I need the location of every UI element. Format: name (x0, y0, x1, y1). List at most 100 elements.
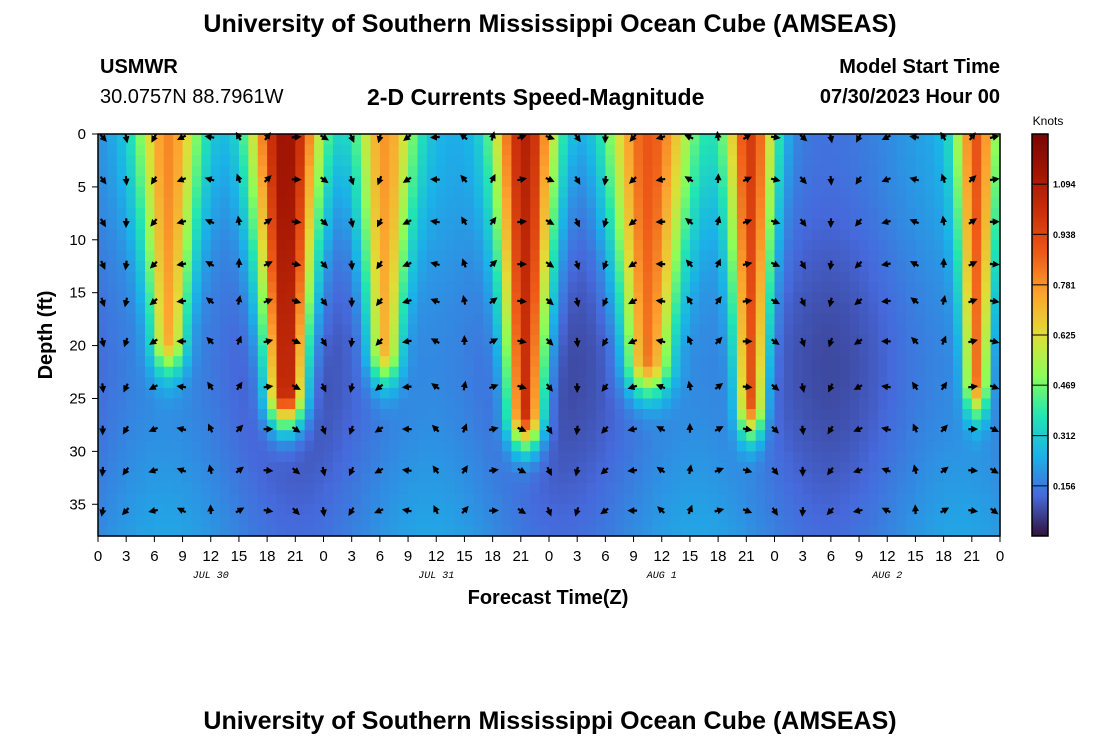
heatmap-cell (539, 176, 550, 188)
heatmap-cell (830, 461, 841, 474)
current-arrow (320, 176, 329, 184)
heatmap-cell (821, 229, 832, 241)
heatmap-cell (887, 419, 898, 431)
heatmap-cell (642, 165, 653, 177)
heatmap-cell (887, 409, 898, 421)
heatmap-cell (398, 282, 409, 294)
heatmap-cell (229, 176, 240, 188)
heatmap-cell (652, 451, 663, 463)
heatmap-cell (934, 493, 945, 505)
heatmap-cell (229, 398, 240, 410)
heatmap-cell (276, 525, 287, 537)
heatmap-cell (220, 504, 231, 516)
heatmap-cell (595, 218, 606, 230)
heatmap-cell (201, 377, 212, 389)
heatmap-cell (210, 165, 221, 177)
heatmap-cell (116, 345, 127, 357)
heatmap-cell (624, 387, 635, 400)
heatmap-cell (887, 483, 898, 495)
heatmap-cell (314, 197, 325, 209)
heatmap-cell (840, 250, 851, 262)
heatmap-cell (304, 134, 315, 146)
heatmap-cell (285, 260, 296, 273)
heatmap-cell (812, 409, 823, 421)
heatmap-cell (906, 303, 917, 315)
heatmap-cell (473, 292, 484, 304)
current-arrow (375, 297, 384, 307)
heatmap-cell (483, 239, 494, 251)
heatmap-cell (868, 324, 879, 336)
heatmap-cell (774, 260, 785, 273)
heatmap-cell (248, 472, 259, 484)
heatmap-cell (144, 324, 155, 336)
heatmap-cell (652, 303, 663, 315)
heatmap-cell (182, 387, 193, 400)
heatmap-cell (408, 197, 419, 209)
heatmap-cell (238, 525, 249, 537)
heatmap-cell (549, 260, 559, 273)
heatmap-cell (285, 229, 296, 241)
heatmap-cell (361, 250, 372, 262)
heatmap-cell (173, 387, 184, 400)
current-arrow (517, 425, 527, 433)
heatmap-cell (473, 144, 484, 156)
current-arrow (320, 297, 328, 307)
heatmap-cell (840, 197, 851, 209)
heatmap-cell (624, 377, 635, 389)
heatmap-cell (567, 483, 578, 495)
heatmap-cell (257, 356, 268, 368)
heatmap-cell (699, 271, 710, 283)
heatmap-cell (586, 186, 597, 199)
heatmap-cell (633, 271, 644, 283)
heatmap-cell (398, 356, 409, 368)
heatmap-cell (915, 218, 926, 230)
heatmap-cell (304, 324, 315, 336)
heatmap-cell (304, 440, 315, 452)
heatmap-cell (971, 377, 982, 389)
heatmap-cell (144, 218, 155, 230)
heatmap-cell (567, 260, 578, 273)
heatmap-cell (473, 387, 484, 400)
heatmap-cell (351, 292, 362, 304)
heatmap-cell (464, 282, 475, 294)
heatmap-cell (774, 239, 785, 251)
heatmap-cell (295, 525, 306, 537)
current-arrow (684, 134, 694, 141)
heatmap-cell (915, 282, 926, 294)
heatmap-cell (201, 165, 212, 177)
heatmap-cell (558, 229, 569, 241)
heatmap-cell (896, 165, 907, 177)
heatmap-cell (445, 155, 456, 167)
heatmap-cell (605, 197, 616, 209)
heatmap-cell (953, 197, 964, 209)
heatmap-cell (642, 504, 653, 516)
heatmap-cell (924, 493, 935, 505)
heatmap-cell (765, 451, 776, 463)
footer-title: University of Southern Mississippi Ocean… (203, 707, 897, 735)
heatmap-cell (116, 419, 127, 431)
heatmap-cell (238, 176, 249, 188)
heatmap-cell (830, 419, 841, 431)
heatmap-cell (417, 514, 428, 527)
heatmap-cell (746, 260, 757, 273)
heatmap-cell (417, 176, 428, 188)
heatmap-cell (567, 250, 578, 262)
heatmap-cell (680, 472, 691, 484)
heatmap-cell (614, 292, 625, 304)
heatmap-cell (718, 419, 729, 431)
heatmap-cell (906, 292, 917, 304)
heatmap-cell (342, 345, 353, 357)
heatmap-cell (492, 313, 503, 326)
heatmap-cell (398, 176, 409, 188)
heatmap-cell (417, 165, 428, 177)
heatmap-cell (981, 197, 992, 209)
heatmap-cell (248, 271, 259, 283)
heatmap-cell (379, 271, 390, 283)
heatmap-cell (642, 292, 653, 304)
heatmap-cell (915, 324, 926, 336)
heatmap-cell (436, 144, 447, 156)
heatmap-cell (511, 250, 522, 262)
heatmap-cell (755, 345, 766, 357)
heatmap-cell (830, 165, 841, 177)
heatmap-cell (191, 398, 202, 410)
